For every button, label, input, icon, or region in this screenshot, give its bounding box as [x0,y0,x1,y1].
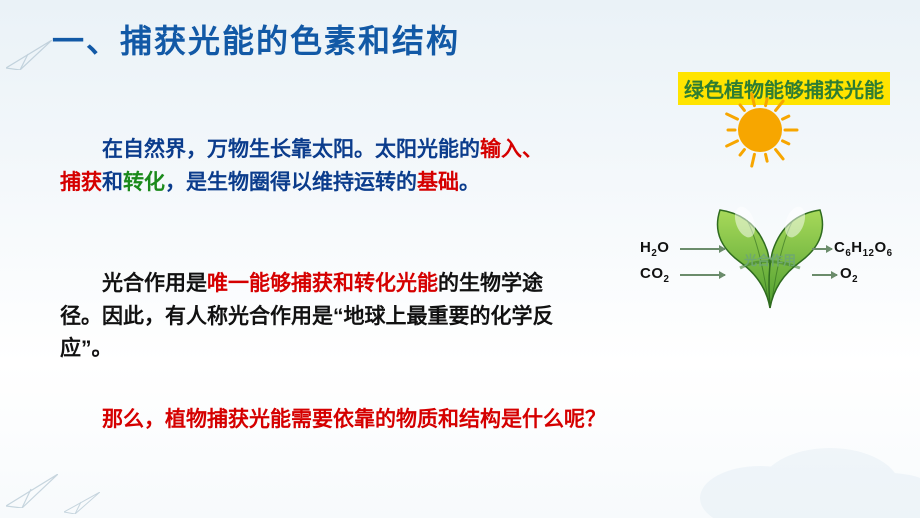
arrow-in-top [680,248,725,250]
sun-icon [720,90,800,170]
paragraph-2: 光合作用是唯一能够捕获和转化光能的生物学途径。因此，有人称光合作用是“地球上最重… [60,268,560,366]
para3-text: 那么，植物捕获光能需要依靠的物质和结构是什么呢？ [60,408,606,431]
chem-co2: CO2 [640,265,669,285]
paper-plane-icon [6,40,52,70]
paragraph-3: 那么，植物捕获光能需要依靠的物质和结构是什么呢？ [60,404,820,437]
paragraph-1: 在自然界，万物生长靠太阳。太阳光能的输入、捕获和转化，是生物圈得以维持运转的基础… [60,134,560,199]
paper-plane-icon [6,474,58,508]
chem-o2: O2 [840,265,858,285]
arrow-in-bottom [680,274,725,276]
title-text: 一、捕获光能的色素和结构 [52,23,460,59]
arrow-out-top [812,248,832,250]
page-title: 一、捕获光能的色素和结构 [52,16,460,62]
chem-c6h12o6: C6H12O6 [834,239,893,259]
chem-h2o: H2O [640,239,669,259]
cloud-icon [690,428,920,518]
leaf-label: 光合作用 [738,250,802,269]
arrow-out-bottom [812,274,837,276]
paper-plane-icon [64,492,100,514]
photosynthesis-diagram: 光合作用 H2O CO2 C6H12O6 O2 [640,90,900,350]
